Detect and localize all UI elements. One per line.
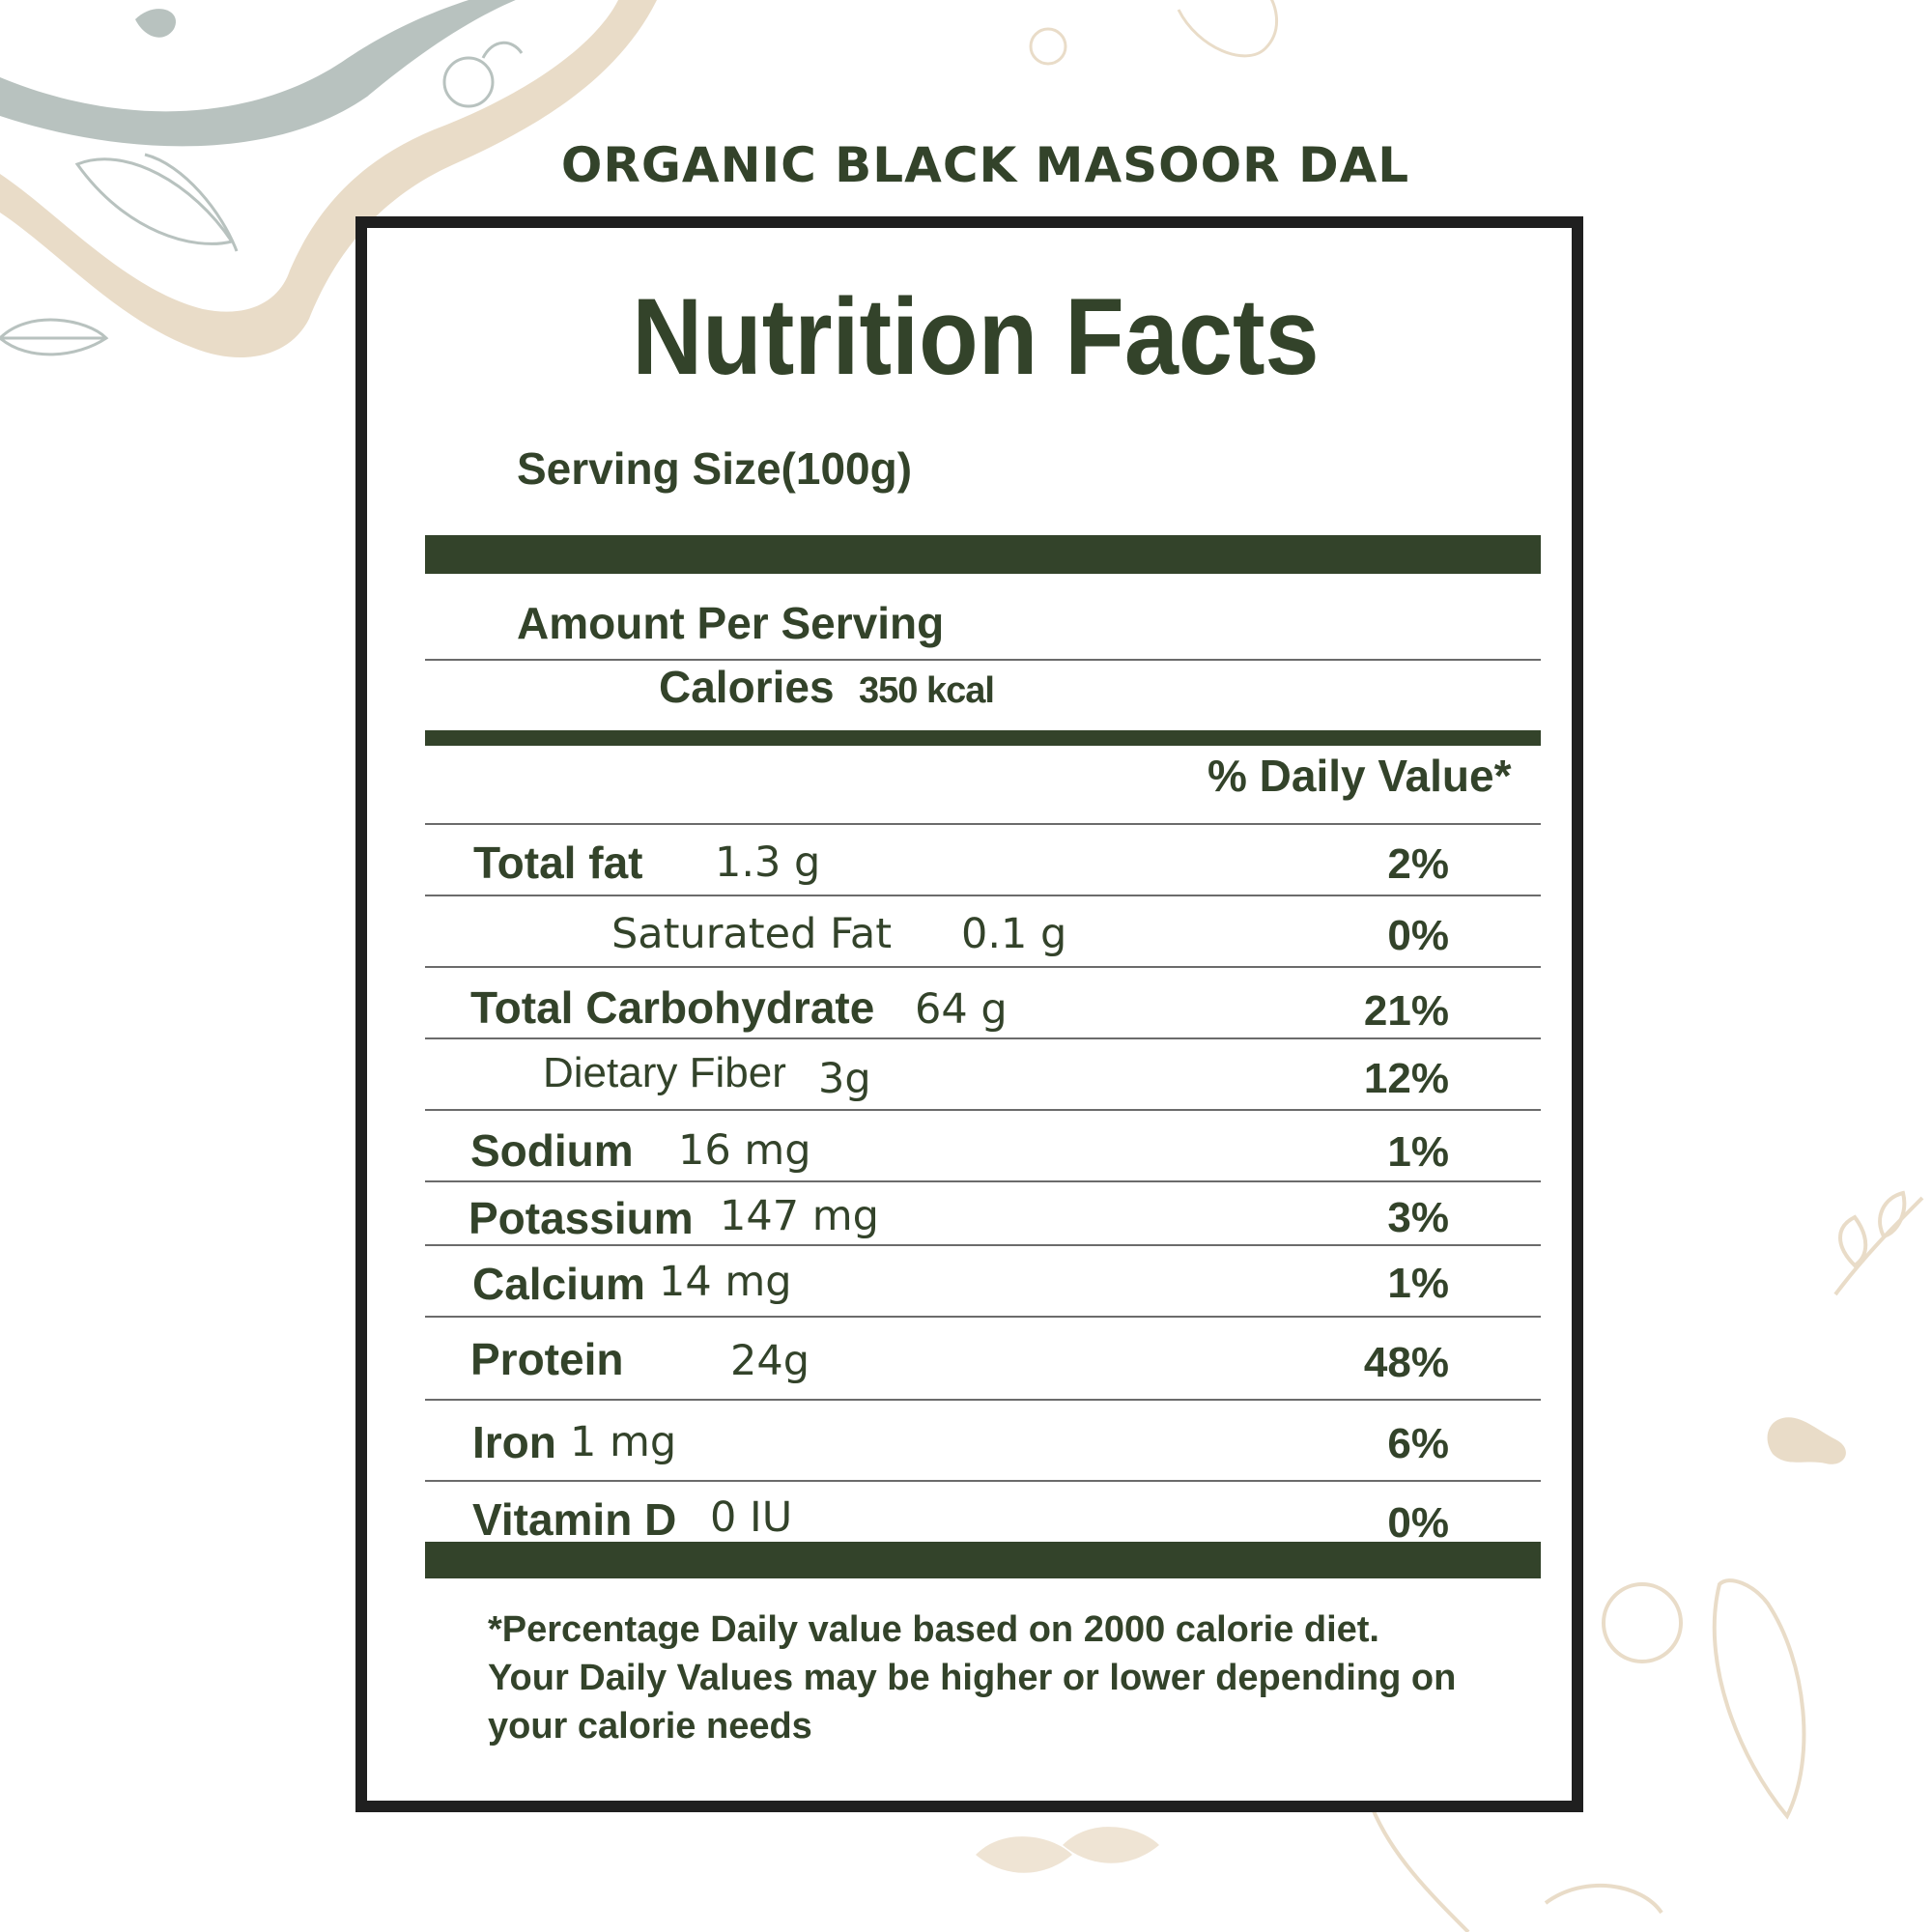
nutrient-name: Calcium xyxy=(472,1259,645,1309)
nutrient-row-calcium: Calcium 14 mg 1% xyxy=(425,1246,1541,1314)
nutrient-row-potassium: Potassium 147 mg 3% xyxy=(425,1182,1541,1243)
nutrient-name: Total Carbohydrate xyxy=(470,982,875,1033)
product-title: ORGANIC BLACK MASOOR DAL xyxy=(560,137,1410,193)
footnote-line: *Percentage Daily value based on 2000 ca… xyxy=(488,1609,1379,1650)
nutrient-row-protein: Protein 24g 48% xyxy=(425,1320,1541,1397)
divider xyxy=(425,966,1541,968)
nutrient-amount: 3g xyxy=(818,1055,871,1103)
nutrient-amount: 16 mg xyxy=(678,1126,811,1175)
decor-right-blob xyxy=(1767,1417,1846,1464)
decor-corn-left xyxy=(74,153,239,252)
nutrient-daily-value: 3% xyxy=(1387,1194,1449,1241)
divider xyxy=(425,895,1541,896)
nutrient-amount: 0 IU xyxy=(710,1493,793,1542)
divider xyxy=(425,1180,1541,1182)
nutrient-amount: 0.1 g xyxy=(961,910,1067,958)
decor-radish-top xyxy=(442,41,524,108)
nutrient-row-iron: Iron 1 mg 6% xyxy=(425,1403,1541,1480)
divider xyxy=(425,659,1541,661)
nutrient-daily-value: 1% xyxy=(1387,1128,1449,1176)
decor-right-branch xyxy=(1833,1190,1924,1296)
footnote-line: your calorie needs xyxy=(488,1706,812,1747)
nutrient-amount: 147 mg xyxy=(720,1192,879,1240)
nutrient-name: Sodium xyxy=(470,1125,634,1176)
nutrient-row-dietary-fiber: Dietary Fiber 3g 12% xyxy=(425,1041,1541,1109)
thick-divider xyxy=(425,535,1541,574)
decor-bottom-leaves xyxy=(976,1827,1159,1873)
nutrient-daily-value: 0% xyxy=(1387,1499,1449,1547)
nutrient-name: Iron xyxy=(472,1417,556,1467)
nutrient-row-sodium: Sodium 16 mg 1% xyxy=(425,1113,1541,1177)
nutrient-amount: 64 g xyxy=(915,985,1008,1034)
nutrient-daily-value: 6% xyxy=(1387,1420,1449,1467)
decor-leaf-left xyxy=(0,318,109,356)
nutrient-daily-value: 12% xyxy=(1363,1055,1449,1102)
divider xyxy=(425,1480,1541,1482)
nutrient-amount: 1 mg xyxy=(570,1418,677,1466)
decor-gray-swoosh xyxy=(0,0,516,147)
footnote-line: Your Daily Values may be higher or lower… xyxy=(488,1658,1457,1698)
footnote: *Percentage Daily value based on 2000 ca… xyxy=(488,1605,1512,1750)
nutrient-row-saturated-fat: Saturated Fat 0.1 g 0% xyxy=(425,898,1541,966)
nutrient-daily-value: 21% xyxy=(1363,987,1449,1035)
daily-value-header: % Daily Value* xyxy=(1208,751,1512,801)
calories-value: 350 kcal xyxy=(859,670,995,711)
serving-size: Serving Size(100g) xyxy=(517,443,913,494)
nutrient-name: Total fat xyxy=(473,838,643,888)
nutrient-name: Dietary Fiber xyxy=(543,1049,786,1096)
medium-divider xyxy=(425,730,1541,746)
nutrient-row-total-carbohydrate: Total Carbohydrate 64 g 21% xyxy=(425,970,1541,1037)
thick-divider xyxy=(425,1542,1541,1578)
divider xyxy=(425,1316,1541,1318)
amount-per-serving: Amount Per Serving xyxy=(517,598,945,648)
decor-gray-leaf-top xyxy=(135,9,176,38)
decor-bottom-sprig xyxy=(1370,1805,1663,1932)
divider xyxy=(425,1037,1541,1039)
nutrient-daily-value: 48% xyxy=(1363,1339,1449,1386)
decor-lemon-top xyxy=(1029,0,1279,66)
nutrient-daily-value: 2% xyxy=(1387,840,1449,888)
divider xyxy=(425,823,1541,825)
nutrient-name: Potassium xyxy=(469,1193,694,1243)
nutrient-amount: 1.3 g xyxy=(715,838,821,887)
nutrition-facts-heading: Nutrition Facts xyxy=(632,276,1320,397)
nutrient-daily-value: 1% xyxy=(1387,1260,1449,1307)
decor-corn-right xyxy=(1602,1578,1806,1820)
divider xyxy=(425,1109,1541,1111)
nutrient-name: Saturated Fat xyxy=(611,910,893,958)
nutrient-amount: 24g xyxy=(730,1337,810,1385)
nutrient-name: Vitamin D xyxy=(472,1494,677,1545)
nutrient-daily-value: 0% xyxy=(1387,912,1449,959)
divider xyxy=(425,1244,1541,1246)
nutrient-name: Protein xyxy=(470,1334,624,1384)
calories-label: Calories xyxy=(659,662,835,712)
nutrient-row-total-fat: Total fat 1.3 g 2% xyxy=(425,827,1541,895)
nutrient-amount: 14 mg xyxy=(659,1258,792,1306)
nutrition-label: Nutrition Facts Serving Size(100g) Amoun… xyxy=(355,216,1583,1812)
nutrient-row-vitamin-d: Vitamin D 0 IU 0% xyxy=(425,1484,1541,1551)
divider xyxy=(425,1399,1541,1401)
